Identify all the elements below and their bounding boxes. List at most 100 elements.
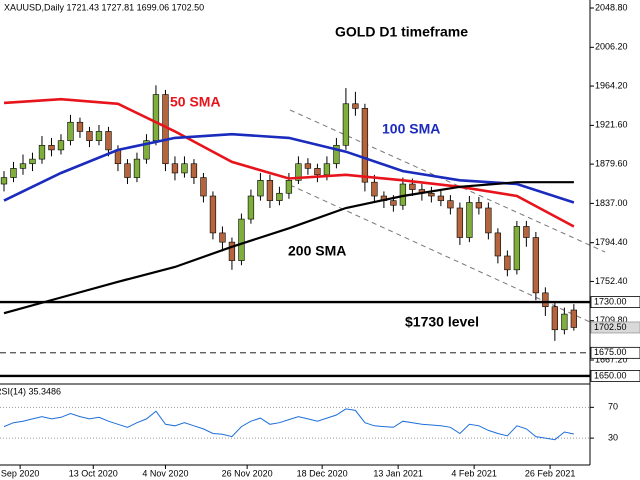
y-tick-label: 1709.80 — [595, 315, 628, 325]
candle-body — [475, 202, 483, 209]
x-tick-label: 4 Feb 2021 — [451, 468, 497, 478]
candle-body — [314, 168, 321, 176]
candle-body — [371, 181, 378, 197]
candle-body — [513, 226, 521, 271]
candle-body — [171, 163, 179, 174]
candle-body — [95, 131, 103, 141]
channel-lower — [289, 184, 591, 323]
rsi-tick-label: 30 — [608, 433, 618, 443]
current-price-box — [590, 321, 640, 334]
candle-body — [76, 121, 84, 132]
current-price-label: 1702.50 — [594, 322, 627, 332]
candle-body — [143, 140, 150, 160]
candle-body — [333, 144, 340, 165]
candle-body — [352, 103, 359, 109]
rsi-tick-label: 70 — [608, 402, 618, 412]
x-tick-label: 18 Dec 2020 — [297, 468, 348, 478]
sma-label: 200 SMA — [288, 243, 346, 259]
x-tick-label: 26 Feb 2021 — [525, 468, 576, 478]
y-tick-label: 2006.20 — [595, 42, 628, 52]
candle-body — [504, 255, 511, 271]
level-label: 1675.00 — [594, 347, 627, 357]
candle-body — [10, 168, 17, 178]
candle-body — [532, 237, 540, 294]
x-tick-label: Sep 2020 — [1, 468, 40, 478]
candle-body — [523, 226, 530, 238]
candle-body — [86, 131, 93, 141]
level-label-box — [590, 346, 640, 359]
candle-body — [219, 232, 226, 243]
level-label-box — [590, 369, 640, 382]
level-label-box — [590, 296, 640, 309]
candle-body — [200, 177, 207, 197]
rsi-label: RSI(14) 35.3486 — [0, 386, 61, 396]
candle-body — [228, 241, 236, 261]
y-tick-label: 1667.20 — [595, 354, 628, 364]
candle-body — [209, 195, 217, 234]
rsi-line — [3, 408, 575, 441]
candle-body — [561, 313, 568, 331]
channel-upper — [289, 109, 606, 253]
y-tick-label: 1794.40 — [595, 237, 628, 247]
y-tick-label: 1752.40 — [595, 276, 628, 286]
candle-body — [542, 292, 549, 308]
sma-line — [3, 132, 575, 204]
annotation: $1730 level — [405, 314, 479, 330]
y-tick-label: 1964.20 — [595, 80, 628, 90]
candle-body — [266, 180, 274, 201]
candle-body — [190, 163, 198, 178]
candle-body — [570, 309, 578, 328]
candle-body — [152, 94, 160, 141]
sma-line — [3, 181, 574, 315]
y-tick-label: 1921.60 — [595, 120, 628, 130]
candle-body — [390, 200, 397, 206]
level-label: 1650.00 — [594, 370, 627, 380]
candle-body — [67, 121, 74, 141]
candle-body — [133, 158, 141, 178]
candle-body — [323, 163, 331, 176]
level-label: 1730.00 — [594, 296, 627, 306]
sma-line — [3, 97, 575, 228]
candle-body — [466, 202, 473, 238]
x-tick-label: 13 Oct 2020 — [69, 468, 118, 478]
candle-body — [29, 158, 36, 165]
candle-body — [409, 183, 416, 190]
candle-body — [456, 207, 464, 238]
candle-body — [276, 192, 283, 201]
candle-body — [124, 163, 131, 178]
header: XAUUSD,Daily 1721.43 1727.81 1699.06 170… — [4, 2, 204, 12]
candle-body — [0, 177, 8, 185]
chart-title: GOLD D1 timeframe — [335, 24, 468, 40]
candle-body — [295, 163, 302, 181]
y-tick-label: 1879.60 — [595, 158, 628, 168]
candle-body — [428, 192, 435, 197]
candle-body — [342, 103, 350, 146]
candle-body — [447, 200, 454, 209]
x-tick-label: 4 Nov 2020 — [142, 468, 188, 478]
candle-body — [247, 195, 255, 220]
x-tick-label: 13 Jan 2021 — [373, 468, 423, 478]
candle-body — [181, 163, 188, 174]
candle-body — [494, 232, 502, 257]
candle-body — [437, 195, 445, 201]
x-tick-label: 26 Nov 2020 — [222, 468, 273, 478]
candle-body — [48, 144, 55, 151]
y-tick-label: 1837.00 — [595, 198, 628, 208]
candle-body — [105, 131, 112, 151]
candle-body — [257, 180, 264, 197]
candle-body — [238, 218, 245, 261]
candle-body — [304, 163, 312, 169]
y-tick-label: 2048.80 — [595, 2, 628, 12]
candle-body — [551, 306, 559, 331]
candle-body — [361, 108, 369, 183]
candle-body — [19, 163, 27, 169]
candle-body — [285, 180, 293, 194]
candle-body — [57, 140, 65, 151]
candle-body — [485, 207, 492, 234]
sma-label: 50 SMA — [170, 94, 221, 110]
candle-body — [38, 144, 46, 160]
sma-label: 100 SMA — [382, 121, 440, 137]
